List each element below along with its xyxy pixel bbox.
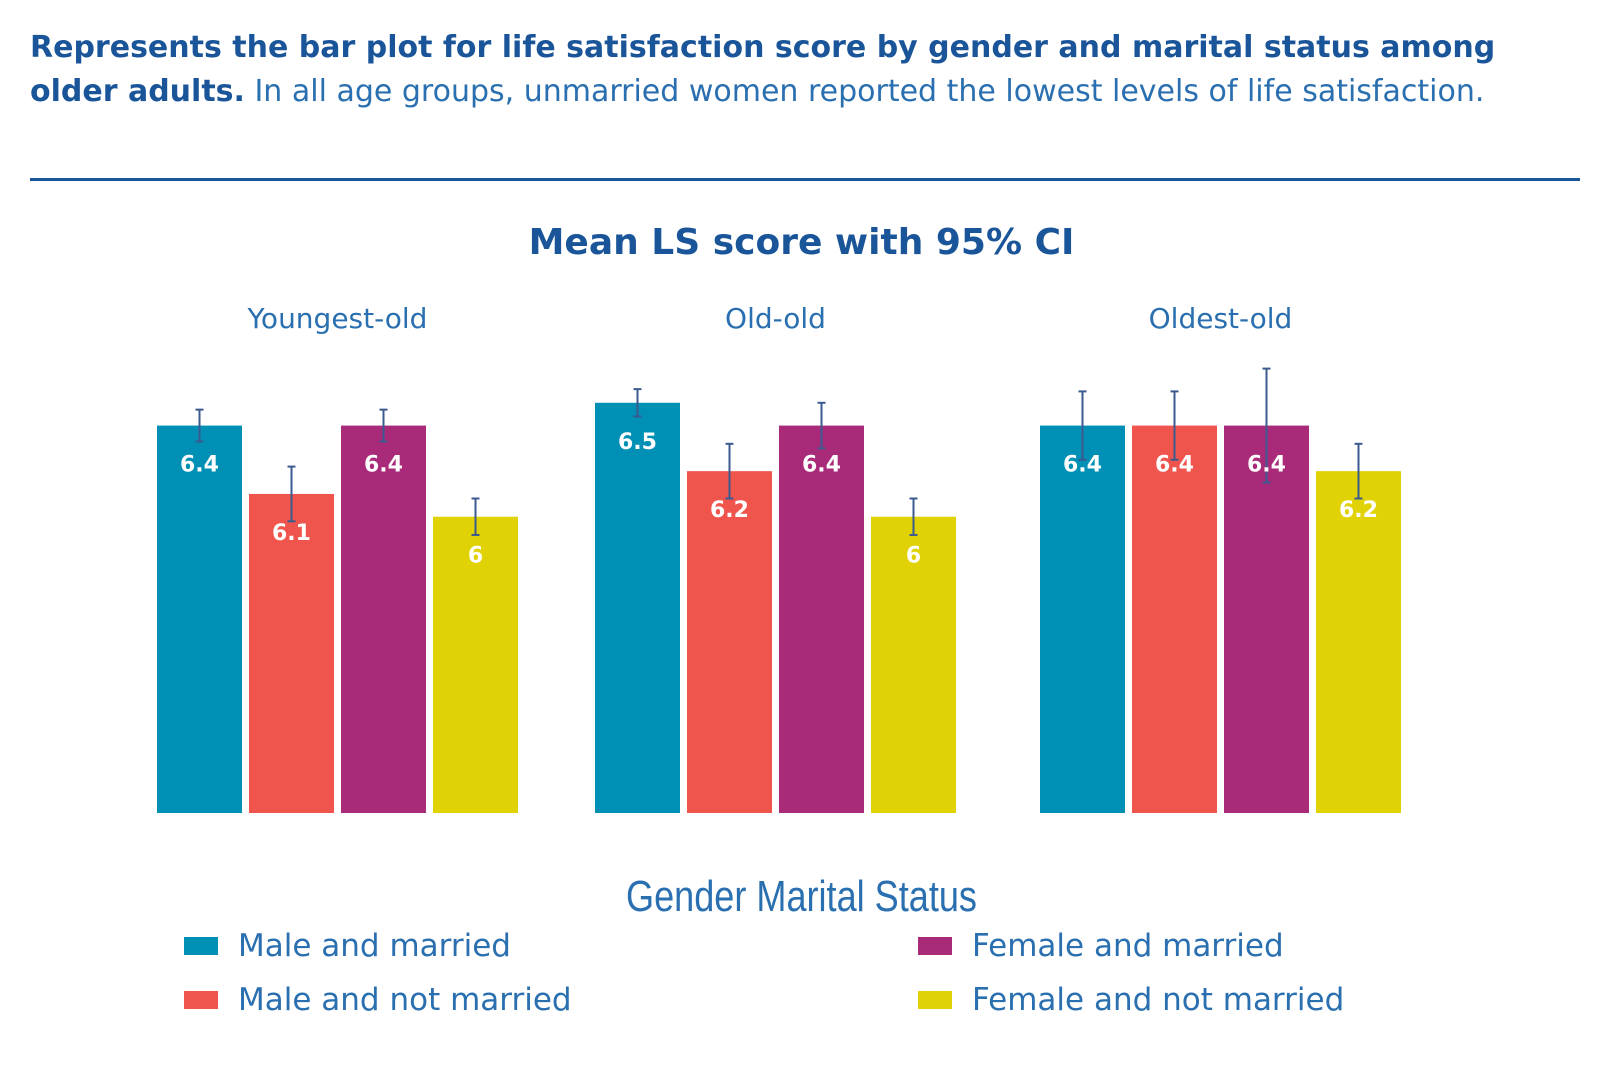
caption-rest: In all age groups, unmarried women repor… <box>244 74 1485 109</box>
legend-label: Male and married <box>238 928 511 964</box>
chart-title: Mean LS score with 95% CI <box>528 222 1075 263</box>
legend-item-male-not-married: Male and not married <box>184 980 572 1020</box>
bar <box>157 425 242 813</box>
bar <box>249 493 334 813</box>
data-label: 6.2 <box>1339 498 1378 523</box>
bar <box>433 516 518 813</box>
bar <box>1224 425 1309 813</box>
bar <box>1132 425 1217 813</box>
panel-label: Old-old <box>725 302 826 335</box>
figure-caption: Represents the bar plot for life satisfa… <box>30 26 1510 114</box>
data-label: 6.4 <box>364 453 403 478</box>
legend-item-female-married: Female and married <box>918 926 1284 966</box>
legend-label: Male and not married <box>238 982 572 1018</box>
data-label: 6.5 <box>618 430 657 455</box>
data-label: 6.4 <box>802 453 841 478</box>
data-label: 6 <box>906 544 921 569</box>
legend-title: Gender Marital Status <box>626 872 977 921</box>
legend-swatch <box>918 937 952 955</box>
data-label: 6.4 <box>180 453 219 478</box>
data-label: 6.4 <box>1247 453 1286 478</box>
data-label: 6.4 <box>1155 453 1194 478</box>
bar <box>779 425 864 813</box>
legend-item-female-not-married: Female and not married <box>918 980 1344 1020</box>
caption-bold: Represents the bar plot for life satisfa… <box>30 30 1496 109</box>
panel-label: Youngest-old <box>247 302 428 335</box>
panel-label: Oldest-old <box>1149 302 1293 335</box>
bar <box>341 425 426 813</box>
data-label: 6.1 <box>272 521 311 546</box>
data-label: 6 <box>468 544 483 569</box>
bar <box>595 402 680 813</box>
bar <box>1040 425 1125 813</box>
legend-swatch <box>184 991 218 1009</box>
caption-divider <box>30 178 1580 181</box>
data-label: 6.4 <box>1063 453 1102 478</box>
bar <box>687 471 772 813</box>
legend-label: Female and married <box>972 928 1284 964</box>
legend-swatch <box>184 937 218 955</box>
legend-label: Female and not married <box>972 982 1345 1018</box>
legend-swatch <box>918 991 952 1009</box>
data-label: 6.2 <box>710 498 749 523</box>
legend-item-male-married: Male and married <box>184 926 511 966</box>
bar <box>1316 471 1401 813</box>
bar <box>871 516 956 813</box>
